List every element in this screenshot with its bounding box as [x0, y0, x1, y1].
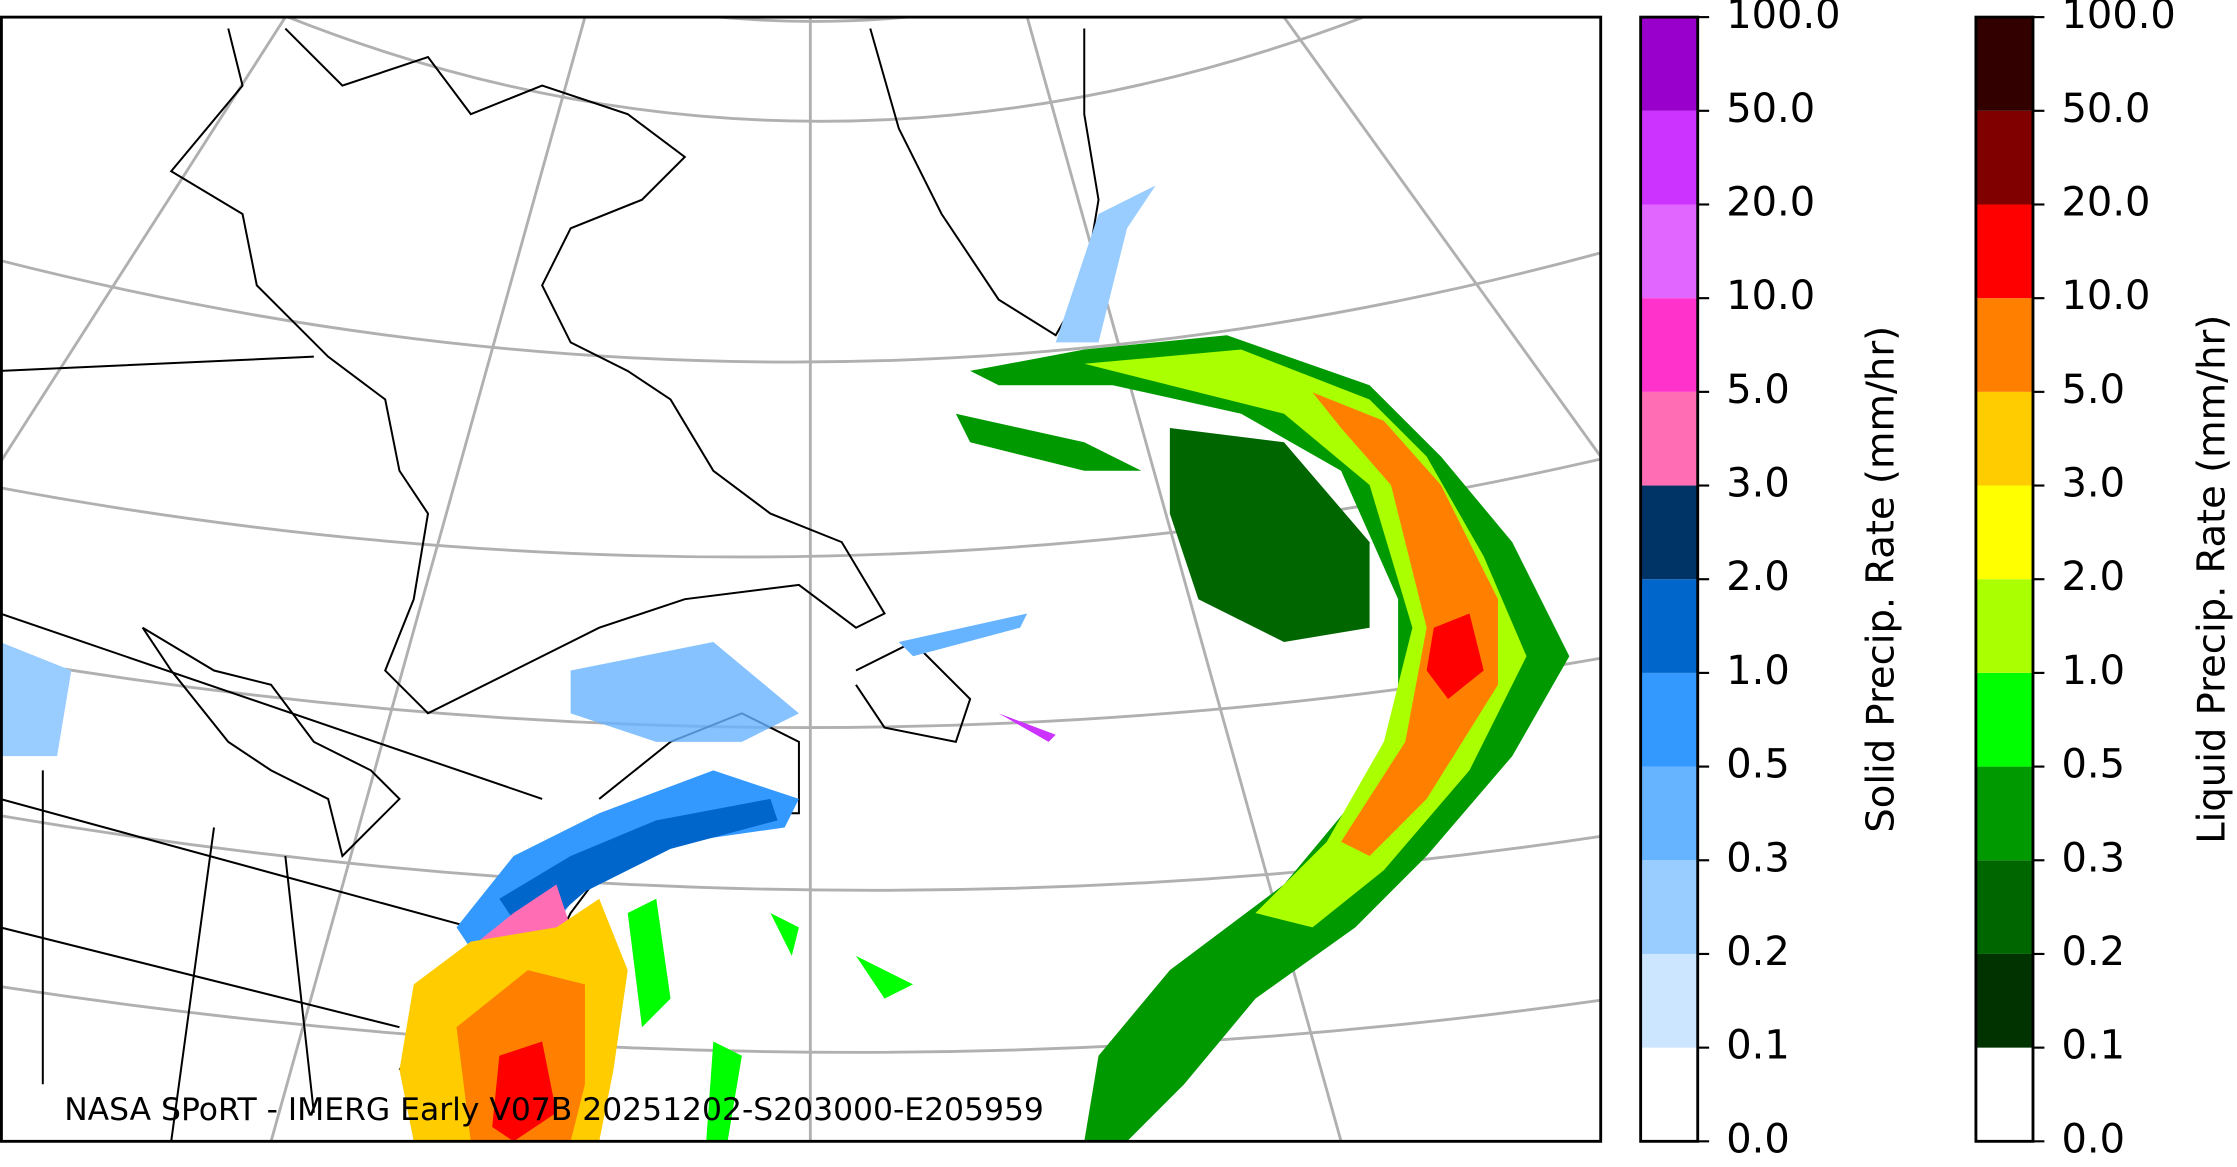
colorbar-tick-label: 0.3	[1726, 835, 1790, 881]
colorbar-tick-label: 3.0	[1726, 461, 1790, 507]
colorbar-segment	[1975, 485, 2033, 580]
colorbar-segment	[1640, 391, 1698, 486]
colorbar-segment	[1640, 17, 1698, 111]
colorbar-label: Solid Precip. Rate (mm/hr)	[1859, 326, 1904, 833]
colorbar-segment	[1975, 391, 2033, 486]
graticule	[1, 17, 1601, 1142]
colorbar-segment	[1975, 672, 2033, 767]
colorbar-label: Liquid Precip. Rate (mm/hr)	[2190, 315, 2235, 844]
colorbar-segment	[1640, 1047, 1698, 1142]
colorbar-segment	[1640, 298, 1698, 392]
solid-precip	[1, 185, 1156, 971]
colorbar-tick-label: 10.0	[1726, 273, 1815, 319]
colorbar-tick-label: 20.0	[2062, 179, 2151, 225]
colorbar-segment	[1640, 485, 1698, 580]
colorbar-tick-label: 0.3	[2062, 835, 2126, 881]
colorbar-tick-label: 2.0	[2062, 554, 2126, 600]
colorbar-tick-label: 2.0	[1726, 554, 1790, 600]
colorbar-tick-label: 1.0	[2062, 648, 2126, 694]
colorbar-tick-label: 0.5	[2062, 742, 2126, 788]
colorbar-segment	[1640, 766, 1698, 861]
colorbar-tick-label: 3.0	[2062, 461, 2126, 507]
colorbar-tick-label: 0.1	[2062, 1023, 2126, 1069]
colorbar-segment	[1640, 110, 1698, 205]
colorbar-tick-label: 100.0	[2062, 0, 2176, 38]
map-frame	[0, 15, 1603, 1143]
colorbar-segment	[1975, 860, 2033, 954]
colorbar-segment	[1975, 953, 2033, 1048]
colorbar-segment	[1975, 204, 2033, 299]
colorbar-segment	[1640, 860, 1698, 954]
colorbar-tick-label: 0.0	[1726, 1116, 1790, 1162]
colorbar-tick-label: 5.0	[2062, 367, 2126, 413]
colorbar-tick-label: 0.5	[1726, 742, 1790, 788]
colorbar-segment	[1640, 579, 1698, 673]
colorbar-tick-label: 5.0	[1726, 367, 1790, 413]
colorbar-segment	[1975, 766, 2033, 861]
colorbar-segment	[1975, 579, 2033, 673]
colorbar-tick-label: 1.0	[1726, 648, 1790, 694]
caption: NASA SPoRT - IMERG Early V07B 20251202-S…	[64, 1092, 1044, 1128]
colorbar-segment	[1975, 110, 2033, 205]
colorbar-tick-label: 0.2	[2062, 929, 2126, 975]
colorbar-segment	[1640, 204, 1698, 299]
colorbar-tick-label: 50.0	[2062, 86, 2151, 132]
colorbar-segment	[1975, 17, 2033, 111]
colorbar-tick-label: 0.1	[1726, 1023, 1790, 1069]
colorbar-tick-label: 20.0	[1726, 179, 1815, 225]
liquid-precip	[399, 335, 1570, 1142]
colorbar-tick-label: 100.0	[1726, 0, 1840, 38]
colorbar-segment	[1640, 672, 1698, 767]
colorbar-segment	[1640, 953, 1698, 1048]
colorbar-tick-label: 0.0	[2062, 1116, 2126, 1162]
colorbar-tick-label: 0.2	[1726, 929, 1790, 975]
colorbar-tick-label: 10.0	[2062, 273, 2151, 319]
map	[1, 17, 1601, 1142]
colorbar-tick-label: 50.0	[1726, 86, 1815, 132]
colorbar-segment	[1975, 1047, 2033, 1142]
colorbar-segment	[1975, 298, 2033, 392]
